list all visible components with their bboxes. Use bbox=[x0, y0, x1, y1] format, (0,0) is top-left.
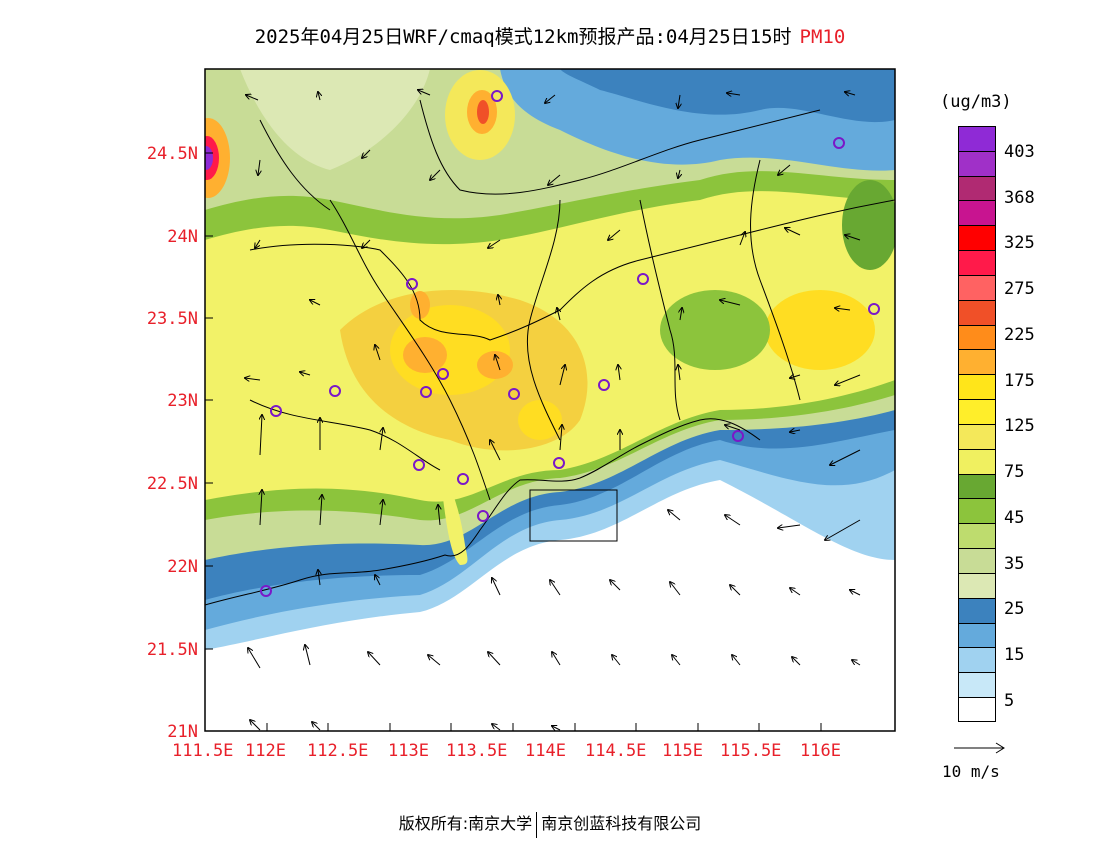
lat-label-24.5: 24.5N bbox=[146, 144, 198, 164]
lon-label-114: 114E bbox=[525, 741, 566, 761]
lon-label-111.5: 111.5E bbox=[172, 741, 234, 761]
footer-left: 版权所有:南京大学 bbox=[398, 814, 533, 833]
legend-swatch bbox=[958, 150, 996, 176]
color-legend bbox=[958, 126, 996, 722]
legend-swatch bbox=[958, 597, 996, 623]
wind-reference-label: 10 m/s bbox=[942, 762, 1000, 781]
footer-right: 南京创蓝科技有限公司 bbox=[541, 814, 702, 833]
legend-swatch bbox=[958, 399, 996, 424]
title-species: PM10 bbox=[799, 26, 846, 48]
legend-unit: (ug/m3) bbox=[940, 92, 1012, 112]
axis-ticks bbox=[205, 152, 822, 731]
lon-label-112.5: 112.5E bbox=[307, 741, 369, 761]
legend-label-25: 25 bbox=[1004, 599, 1025, 619]
legend-swatch bbox=[958, 200, 996, 226]
legend-swatch bbox=[958, 448, 996, 474]
footer-divider bbox=[536, 811, 538, 838]
legend-swatch bbox=[958, 548, 996, 573]
legend-label-275: 275 bbox=[1004, 279, 1035, 299]
legend-swatch bbox=[958, 697, 996, 722]
wind-reference-arrow bbox=[954, 742, 1005, 754]
lon-label-115: 115E bbox=[662, 741, 703, 761]
legend-swatch bbox=[958, 647, 996, 673]
legend-label-5: 5 bbox=[1004, 691, 1015, 711]
legend-label-325: 325 bbox=[1004, 233, 1035, 253]
legend-label-15: 15 bbox=[1004, 645, 1025, 665]
station-markers bbox=[260, 90, 880, 597]
lat-label-22.5: 22.5N bbox=[146, 474, 198, 494]
legend-label-45: 45 bbox=[1004, 508, 1025, 528]
concentration-field bbox=[205, 69, 895, 731]
legend-swatch bbox=[958, 473, 996, 499]
legend-swatch bbox=[958, 274, 996, 300]
lat-label-21.5: 21.5N bbox=[146, 640, 198, 660]
legend-swatch bbox=[958, 374, 996, 400]
legend-swatch bbox=[958, 523, 996, 549]
lon-label-116: 116E bbox=[800, 741, 841, 761]
legend-swatch bbox=[958, 250, 996, 275]
lat-label-21: 21N bbox=[167, 722, 198, 742]
legend-swatch bbox=[958, 622, 996, 648]
legend-swatch bbox=[958, 175, 996, 201]
lat-label-24: 24N bbox=[167, 227, 198, 247]
legend-swatch bbox=[958, 572, 996, 598]
legend-swatch bbox=[958, 498, 996, 524]
legend-label-75: 75 bbox=[1004, 462, 1025, 482]
copyright-footer: 版权所有:南京大学 南京创蓝科技有限公司 bbox=[0, 810, 1100, 838]
legend-label-35: 35 bbox=[1004, 554, 1025, 574]
legend-swatch bbox=[958, 324, 996, 350]
lon-label-113: 113E bbox=[388, 741, 429, 761]
lon-label-115.5: 115.5E bbox=[720, 741, 782, 761]
lon-label-114.5: 114.5E bbox=[585, 741, 647, 761]
wind-vectors bbox=[245, 90, 861, 730]
legend-swatch bbox=[958, 423, 996, 449]
legend-label-225: 225 bbox=[1004, 325, 1035, 345]
legend-label-368: 368 bbox=[1004, 188, 1035, 208]
legend-swatch bbox=[958, 672, 996, 698]
lon-label-113.5: 113.5E bbox=[446, 741, 508, 761]
legend-swatch bbox=[958, 299, 996, 325]
legend-swatch bbox=[958, 225, 996, 251]
title-main: 2025年04月25日WRF/cmaq模式12km预报产品:04月25日15时 bbox=[254, 26, 792, 48]
legend-label-175: 175 bbox=[1004, 371, 1035, 391]
legend-label-125: 125 bbox=[1004, 416, 1035, 436]
legend-label-403: 403 bbox=[1004, 142, 1035, 162]
legend-swatch bbox=[958, 349, 996, 375]
lat-label-23.5: 23.5N bbox=[146, 309, 198, 329]
lat-label-23: 23N bbox=[167, 391, 198, 411]
lon-label-112: 112E bbox=[245, 741, 286, 761]
legend-swatch bbox=[958, 126, 996, 151]
lat-label-22: 22N bbox=[167, 557, 198, 577]
map-title: 2025年04月25日WRF/cmaq模式12km预报产品:04月25日15时 P… bbox=[0, 22, 1100, 49]
